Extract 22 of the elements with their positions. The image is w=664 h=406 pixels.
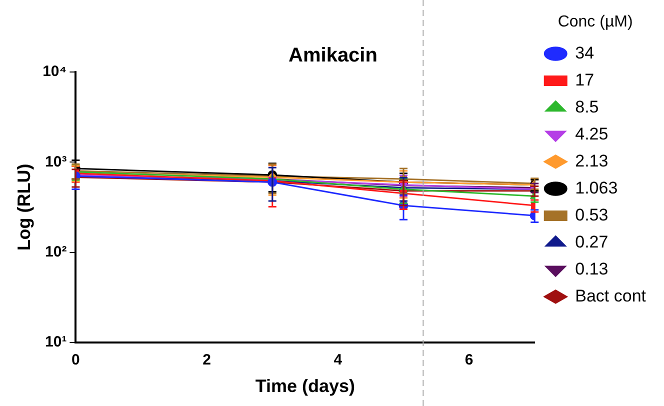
legend-label: 2.13 bbox=[575, 151, 608, 170]
legend-label: 0.13 bbox=[575, 259, 608, 278]
legend-label: 8.5 bbox=[575, 97, 599, 116]
x-tick-label: 6 bbox=[464, 352, 474, 369]
legend-label: 0.53 bbox=[575, 205, 608, 224]
legend-label: Bact cont bbox=[575, 286, 646, 306]
x-tick-label: 0 bbox=[72, 352, 80, 369]
y-tick-label: 10⁴ bbox=[42, 63, 67, 80]
legend-label: 34 bbox=[575, 43, 594, 62]
legend-label: 0.27 bbox=[575, 232, 608, 252]
legend-title: Conc (µM) bbox=[558, 13, 633, 30]
legend-label: 4.25 bbox=[575, 124, 608, 144]
y-tick-label: 10¹ bbox=[45, 334, 67, 351]
chart-title: Amikacin bbox=[288, 44, 378, 67]
x-axis-title: Time (days) bbox=[255, 376, 356, 396]
x-tick-label: 2 bbox=[202, 352, 211, 369]
y-tick-label: 10³ bbox=[45, 153, 67, 170]
y-axis-title: Log (RLU) bbox=[14, 164, 34, 251]
legend-label: 17 bbox=[575, 70, 594, 90]
x-tick-label: 4 bbox=[334, 352, 343, 369]
legend-label: 1.063 bbox=[575, 178, 618, 198]
y-tick-label: 10² bbox=[45, 243, 67, 260]
